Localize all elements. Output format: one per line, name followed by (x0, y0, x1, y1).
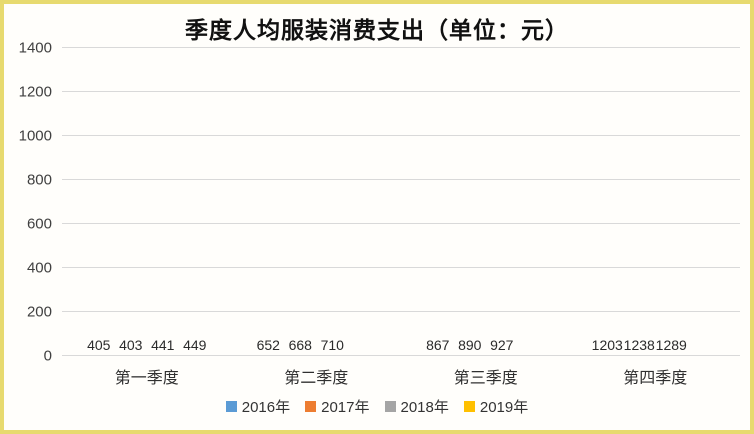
legend-label: 2016年 (241, 399, 291, 416)
x-axis-category-label: 第二季度 (284, 370, 349, 387)
gridline (62, 91, 740, 92)
bar-value-label: 403 (119, 337, 143, 353)
legend-item-2019年: 2019年 (463, 396, 529, 417)
bar-value-label: 652 (256, 337, 280, 353)
bar-value-label: 441 (151, 337, 175, 353)
legend-swatch-icon (305, 401, 317, 412)
legend-label: 2017年 (321, 399, 370, 416)
y-axis-tick-label: 200 (26, 303, 52, 321)
bar-value-label: 927 (490, 337, 514, 353)
plot-area: 0 200 400 600 800 1000 1200 1400 405 403 441 449 第一季… (19, 40, 741, 387)
y-axis-tick-label: 1400 (18, 39, 52, 57)
x-axis-category-label: 第四季度 (623, 370, 688, 387)
x-axis-line (62, 355, 740, 356)
gridline (62, 135, 740, 136)
category-group: 867 890 927 第三季度 (401, 48, 571, 387)
category-group: 1203 1238 1289 第四季度 (571, 48, 741, 387)
gridline (62, 223, 740, 224)
legend-item-2018年: 2018年 (384, 396, 449, 417)
y-axis-tick-label: 1000 (18, 127, 52, 145)
bar-value-label: 710 (320, 337, 344, 353)
bar-value-label: 1289 (655, 337, 687, 353)
gridline (62, 47, 740, 48)
y-axis-tick-label: 1200 (18, 83, 52, 101)
legend-label: 2019年 (479, 399, 529, 416)
legend-label: 2018年 (400, 399, 449, 416)
y-axis-tick-label: 600 (26, 215, 52, 233)
gridline (62, 267, 740, 268)
bar-value-label: 890 (458, 337, 482, 353)
bar-value-label: 449 (183, 337, 207, 353)
x-axis-category-label: 第三季度 (453, 370, 518, 387)
gridline (62, 311, 740, 312)
y-axis-tick-label: 800 (26, 171, 52, 189)
y-axis-tick-label: 400 (26, 259, 52, 277)
bar-value-label: 867 (426, 337, 450, 353)
bar-value-label: 1238 (623, 337, 655, 353)
chart-legend: 2016年 2017年 2018年 2019年 (4, 396, 750, 417)
category-group: 652 668 710 第二季度 (232, 48, 402, 387)
bar-value-label: 1203 (591, 337, 623, 353)
y-axis-tick-label: 0 (43, 347, 52, 365)
gridline (62, 179, 740, 180)
category-group: 405 403 441 449 第一季度 (62, 48, 232, 387)
x-axis-category-label: 第一季度 (114, 370, 179, 387)
legend-swatch-icon (384, 401, 396, 412)
legend-item-2016年: 2016年 (225, 396, 291, 417)
legend-swatch-icon (463, 401, 475, 412)
bar-value-label: 668 (288, 337, 312, 353)
legend-swatch-icon (225, 401, 237, 412)
legend-item-2017年: 2017年 (305, 396, 370, 417)
bar-groups: 405 403 441 449 第一季度 652 668 710 第二季度 867 890 927 第三… (62, 48, 741, 387)
chart-title: 季度人均服装消费支出（单位：元） (185, 17, 569, 44)
bar-value-label: 405 (87, 337, 111, 353)
